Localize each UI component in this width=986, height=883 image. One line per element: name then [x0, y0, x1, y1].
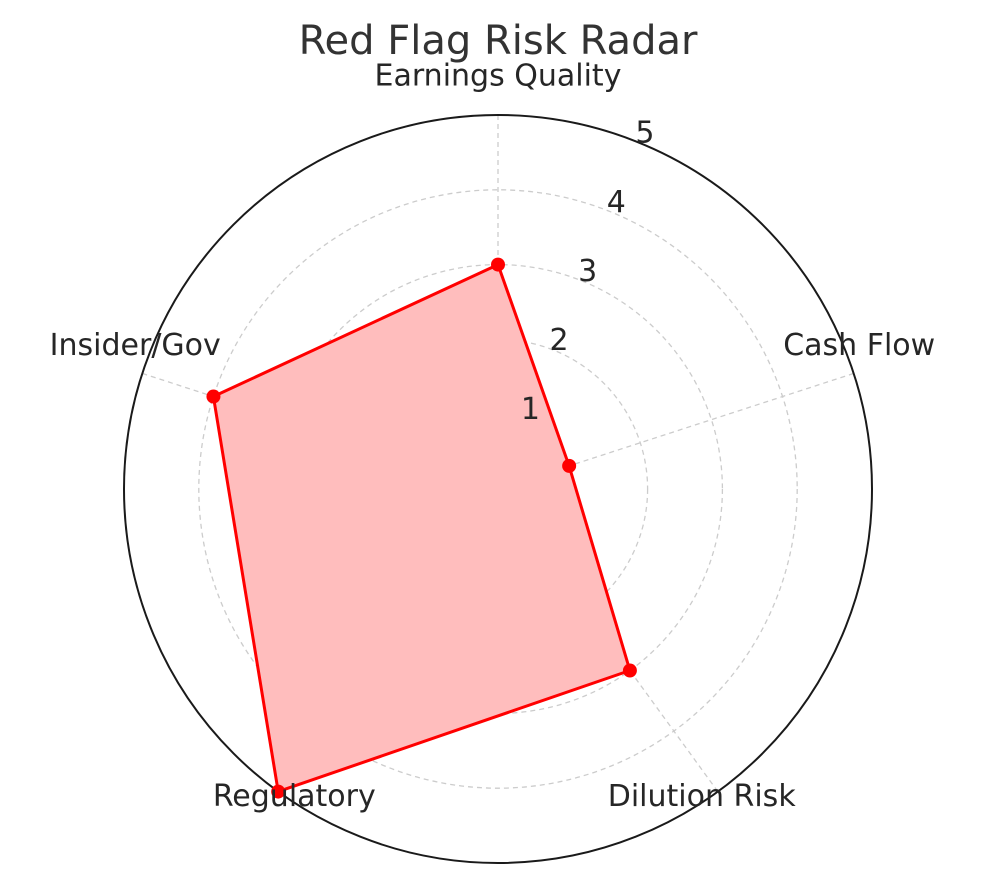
series-area: [213, 264, 630, 792]
data-point: [491, 257, 505, 272]
data-point: [562, 458, 577, 473]
axis-label: Earnings Quality: [375, 59, 622, 94]
data-layer: [206, 257, 637, 799]
data-point: [622, 663, 637, 678]
r-tick-label: 2: [550, 323, 569, 358]
series-line: [211, 263, 632, 794]
outer-frame: [123, 114, 873, 864]
r-tick-label: 1: [521, 392, 540, 427]
axis-label: Cash Flow: [783, 328, 935, 363]
data-point: [206, 389, 221, 404]
r-tick-label: 3: [578, 254, 597, 289]
grid-ring: [198, 189, 798, 789]
axis-label: Regulatory: [213, 779, 376, 814]
data-point: [271, 784, 286, 799]
r-tick-label: 4: [607, 185, 626, 220]
axis-label: Dilution Risk: [608, 779, 797, 814]
r-tick-label: 5: [635, 116, 654, 151]
chart-title: Red Flag Risk Radar: [299, 18, 698, 64]
axis-label: Insider/Gov: [50, 328, 221, 363]
